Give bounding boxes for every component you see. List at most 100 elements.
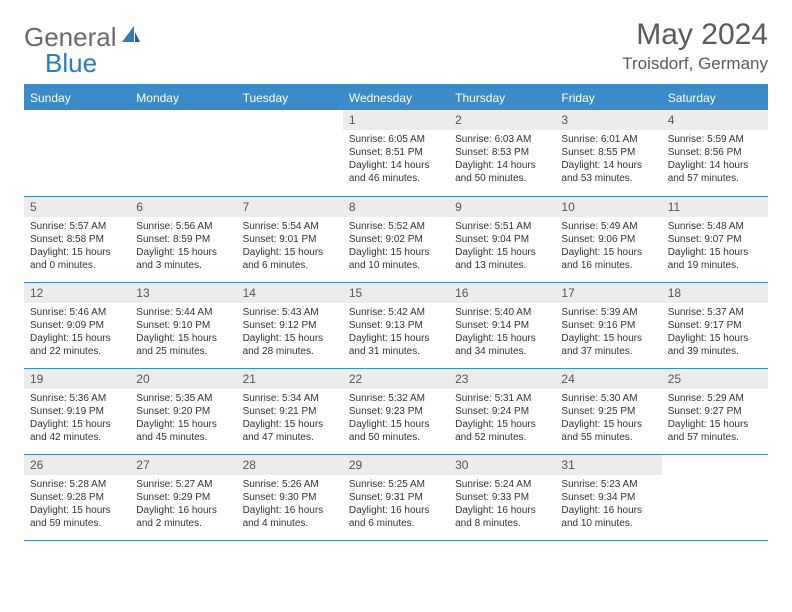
- daylight-text-1: Daylight: 16 hours: [455, 504, 549, 517]
- day-number: 22: [343, 369, 449, 389]
- sunrise-text: Sunrise: 5:54 AM: [243, 220, 337, 233]
- daylight-text-2: and 16 minutes.: [561, 259, 655, 272]
- calendar-cell: [130, 110, 236, 196]
- day-details: Sunrise: 5:37 AMSunset: 9:17 PMDaylight:…: [662, 303, 768, 362]
- sunrise-text: Sunrise: 6:05 AM: [349, 133, 443, 146]
- calendar-week-row: 12Sunrise: 5:46 AMSunset: 9:09 PMDayligh…: [24, 282, 768, 368]
- daylight-text-2: and 6 minutes.: [349, 517, 443, 530]
- logo-sail-icon: [120, 24, 142, 51]
- sunrise-text: Sunrise: 5:48 AM: [668, 220, 762, 233]
- day-details: Sunrise: 6:05 AMSunset: 8:51 PMDaylight:…: [343, 130, 449, 189]
- day-details: Sunrise: 5:40 AMSunset: 9:14 PMDaylight:…: [449, 303, 555, 362]
- calendar-week-row: 26Sunrise: 5:28 AMSunset: 9:28 PMDayligh…: [24, 454, 768, 540]
- daylight-text-2: and 46 minutes.: [349, 172, 443, 185]
- sunset-text: Sunset: 9:19 PM: [30, 405, 124, 418]
- day-details: Sunrise: 5:48 AMSunset: 9:07 PMDaylight:…: [662, 217, 768, 276]
- daylight-text-1: Daylight: 14 hours: [349, 159, 443, 172]
- daylight-text-1: Daylight: 14 hours: [455, 159, 549, 172]
- calendar-cell: 13Sunrise: 5:44 AMSunset: 9:10 PMDayligh…: [130, 282, 236, 368]
- daylight-text-2: and 59 minutes.: [30, 517, 124, 530]
- sunrise-text: Sunrise: 5:24 AM: [455, 478, 549, 491]
- sunset-text: Sunset: 9:10 PM: [136, 319, 230, 332]
- day-details: Sunrise: 5:44 AMSunset: 9:10 PMDaylight:…: [130, 303, 236, 362]
- sunrise-text: Sunrise: 5:52 AM: [349, 220, 443, 233]
- day-details: Sunrise: 5:54 AMSunset: 9:01 PMDaylight:…: [237, 217, 343, 276]
- sunset-text: Sunset: 9:12 PM: [243, 319, 337, 332]
- daylight-text-2: and 13 minutes.: [455, 259, 549, 272]
- sunset-text: Sunset: 8:56 PM: [668, 146, 762, 159]
- daylight-text-2: and 37 minutes.: [561, 345, 655, 358]
- sunset-text: Sunset: 9:13 PM: [349, 319, 443, 332]
- daylight-text-2: and 39 minutes.: [668, 345, 762, 358]
- daylight-text-2: and 52 minutes.: [455, 431, 549, 444]
- day-number: 15: [343, 283, 449, 303]
- calendar-cell: 2Sunrise: 6:03 AMSunset: 8:53 PMDaylight…: [449, 110, 555, 196]
- calendar-cell: 21Sunrise: 5:34 AMSunset: 9:21 PMDayligh…: [237, 368, 343, 454]
- month-title: May 2024: [622, 18, 768, 52]
- sunset-text: Sunset: 9:28 PM: [30, 491, 124, 504]
- calendar-cell: 28Sunrise: 5:26 AMSunset: 9:30 PMDayligh…: [237, 454, 343, 540]
- daylight-text-1: Daylight: 15 hours: [243, 418, 337, 431]
- calendar-cell: 3Sunrise: 6:01 AMSunset: 8:55 PMDaylight…: [555, 110, 661, 196]
- sunset-text: Sunset: 9:25 PM: [561, 405, 655, 418]
- calendar-cell: 25Sunrise: 5:29 AMSunset: 9:27 PMDayligh…: [662, 368, 768, 454]
- calendar-cell: 30Sunrise: 5:24 AMSunset: 9:33 PMDayligh…: [449, 454, 555, 540]
- sunrise-text: Sunrise: 5:39 AM: [561, 306, 655, 319]
- calendar-week-row: 5Sunrise: 5:57 AMSunset: 8:58 PMDaylight…: [24, 196, 768, 282]
- daylight-text-1: Daylight: 16 hours: [243, 504, 337, 517]
- weekday-header: Friday: [555, 85, 661, 110]
- daylight-text-1: Daylight: 15 hours: [30, 418, 124, 431]
- calendar-cell: 24Sunrise: 5:30 AMSunset: 9:25 PMDayligh…: [555, 368, 661, 454]
- sunrise-text: Sunrise: 5:44 AM: [136, 306, 230, 319]
- calendar-cell: 7Sunrise: 5:54 AMSunset: 9:01 PMDaylight…: [237, 196, 343, 282]
- daylight-text-2: and 6 minutes.: [243, 259, 337, 272]
- sunrise-text: Sunrise: 5:32 AM: [349, 392, 443, 405]
- day-details: Sunrise: 5:32 AMSunset: 9:23 PMDaylight:…: [343, 389, 449, 448]
- day-number: 7: [237, 197, 343, 217]
- daylight-text-1: Daylight: 15 hours: [30, 332, 124, 345]
- calendar-cell: 31Sunrise: 5:23 AMSunset: 9:34 PMDayligh…: [555, 454, 661, 540]
- daylight-text-2: and 34 minutes.: [455, 345, 549, 358]
- day-details: Sunrise: 5:46 AMSunset: 9:09 PMDaylight:…: [24, 303, 130, 362]
- day-number: 31: [555, 455, 661, 475]
- day-details: Sunrise: 5:28 AMSunset: 9:28 PMDaylight:…: [24, 475, 130, 534]
- calendar-body: 1Sunrise: 6:05 AMSunset: 8:51 PMDaylight…: [24, 110, 768, 540]
- daylight-text-1: Daylight: 15 hours: [668, 332, 762, 345]
- day-details: Sunrise: 5:36 AMSunset: 9:19 PMDaylight:…: [24, 389, 130, 448]
- header: General May 2024 Troisdorf, Germany: [24, 18, 768, 74]
- daylight-text-1: Daylight: 14 hours: [668, 159, 762, 172]
- day-details: Sunrise: 5:52 AMSunset: 9:02 PMDaylight:…: [343, 217, 449, 276]
- weekday-header-row: SundayMondayTuesdayWednesdayThursdayFrid…: [24, 85, 768, 110]
- sunset-text: Sunset: 8:58 PM: [30, 233, 124, 246]
- sunrise-text: Sunrise: 5:43 AM: [243, 306, 337, 319]
- title-block: May 2024 Troisdorf, Germany: [622, 18, 768, 74]
- sunset-text: Sunset: 9:06 PM: [561, 233, 655, 246]
- sunset-text: Sunset: 9:31 PM: [349, 491, 443, 504]
- day-number: 23: [449, 369, 555, 389]
- daylight-text-1: Daylight: 15 hours: [136, 418, 230, 431]
- day-number: 13: [130, 283, 236, 303]
- sunrise-text: Sunrise: 5:40 AM: [455, 306, 549, 319]
- daylight-text-2: and 50 minutes.: [455, 172, 549, 185]
- day-details: Sunrise: 5:56 AMSunset: 8:59 PMDaylight:…: [130, 217, 236, 276]
- weekday-header: Wednesday: [343, 85, 449, 110]
- sunset-text: Sunset: 9:20 PM: [136, 405, 230, 418]
- sunset-text: Sunset: 9:14 PM: [455, 319, 549, 332]
- daylight-text-2: and 47 minutes.: [243, 431, 337, 444]
- calendar-cell: [24, 110, 130, 196]
- sunrise-text: Sunrise: 5:42 AM: [349, 306, 443, 319]
- daylight-text-1: Daylight: 15 hours: [668, 418, 762, 431]
- day-details: Sunrise: 5:27 AMSunset: 9:29 PMDaylight:…: [130, 475, 236, 534]
- calendar-cell: 9Sunrise: 5:51 AMSunset: 9:04 PMDaylight…: [449, 196, 555, 282]
- daylight-text-2: and 4 minutes.: [243, 517, 337, 530]
- daylight-text-1: Daylight: 16 hours: [561, 504, 655, 517]
- sunrise-text: Sunrise: 5:26 AM: [243, 478, 337, 491]
- day-number: 4: [662, 110, 768, 130]
- sunset-text: Sunset: 9:24 PM: [455, 405, 549, 418]
- day-number: 8: [343, 197, 449, 217]
- daylight-text-2: and 57 minutes.: [668, 431, 762, 444]
- sunset-text: Sunset: 9:16 PM: [561, 319, 655, 332]
- calendar-cell: 16Sunrise: 5:40 AMSunset: 9:14 PMDayligh…: [449, 282, 555, 368]
- sunset-text: Sunset: 8:53 PM: [455, 146, 549, 159]
- sunset-text: Sunset: 8:59 PM: [136, 233, 230, 246]
